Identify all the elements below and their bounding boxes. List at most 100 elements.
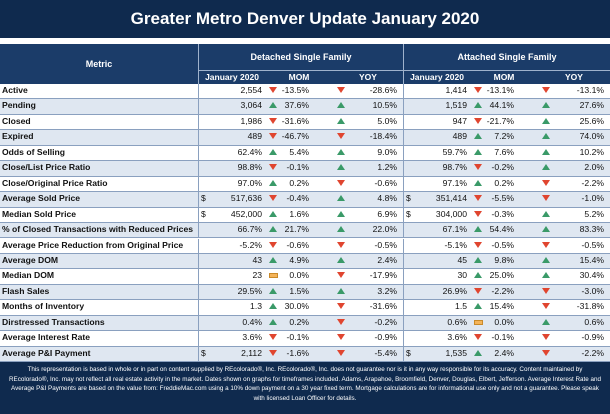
metric-column-header: Metric xyxy=(85,59,113,69)
column-divider xyxy=(403,161,404,177)
detached-currency: $ xyxy=(201,347,206,358)
attached-value: 26.9% xyxy=(442,285,467,296)
detached-yoy: 5.0% xyxy=(377,115,397,126)
trend-down-icon xyxy=(542,287,550,294)
trend-down-icon xyxy=(474,87,482,93)
attached-yoy: -0.5% xyxy=(581,239,604,250)
attached-yoy: -13.1% xyxy=(576,85,604,95)
detached-value: 2,112 xyxy=(241,347,262,358)
attached-yoy: -31.8% xyxy=(576,301,604,312)
trend-up-icon xyxy=(542,256,550,263)
disclaimer-footer: This representation is based in whole or… xyxy=(0,362,610,414)
attached-value: 3.6% xyxy=(447,332,467,343)
detached-mom: 0.2% xyxy=(289,316,309,327)
detached-group-header: Detached Single Family xyxy=(250,52,352,62)
detached-yoy: -0.6% xyxy=(374,177,397,188)
table-row: Average DOM 43 4.9% 2.4% 45 9.8% 15.4% xyxy=(0,253,610,270)
column-divider xyxy=(198,223,199,239)
attached-value: 97.1% xyxy=(442,177,467,188)
metric-label: Median Sold Price xyxy=(2,208,77,219)
column-divider xyxy=(403,145,404,162)
column-divider xyxy=(198,315,199,332)
attached-yoy: 0.6% xyxy=(584,316,604,327)
detached-yoy: -31.6% xyxy=(369,301,397,312)
attached-mom: -21.7% xyxy=(486,115,514,126)
trend-up-icon xyxy=(269,256,277,263)
attached-yoy: 74.0% xyxy=(579,131,604,142)
table-row: Expired 489 -46.7% -18.4% 489 7.2% 74.0% xyxy=(0,130,610,146)
detached-yoy: 3.2% xyxy=(377,285,397,296)
trend-down-icon xyxy=(337,334,345,341)
attached-value: 1,519 xyxy=(445,100,467,111)
column-divider xyxy=(198,238,199,254)
column-divider xyxy=(198,161,199,177)
column-divider xyxy=(403,176,404,193)
trend-down-icon xyxy=(337,241,345,248)
column-divider xyxy=(403,331,404,347)
column-divider xyxy=(403,44,404,84)
detached-value: 0.4% xyxy=(242,316,262,327)
detached-mom: 0.0% xyxy=(289,270,309,281)
attached-yoy: 27.6% xyxy=(579,100,604,111)
attached-mom: 44.1% xyxy=(489,100,514,111)
metric-label: Active xyxy=(2,85,28,95)
column-divider xyxy=(403,130,404,146)
attached-month-header: January 2020 xyxy=(410,72,464,82)
trend-down-icon xyxy=(269,87,277,93)
attached-yoy: -1.0% xyxy=(581,193,604,204)
trend-down-icon xyxy=(542,349,550,356)
detached-value: 3.6% xyxy=(242,332,262,343)
column-divider xyxy=(403,84,404,100)
table-row: Median Sold Price $452,000 1.6% 6.9% $304,00… xyxy=(0,207,610,224)
table-row: Close/List Price Ratio 98.8% -0.1% 1.2% 98.7… xyxy=(0,161,610,177)
attached-mom: 7.2% xyxy=(494,131,514,142)
attached-yoy: -2.2% xyxy=(581,347,604,358)
trend-up-icon xyxy=(542,164,550,171)
trend-flat-icon xyxy=(269,273,278,279)
attached-mom: 54.4% xyxy=(489,224,514,235)
detached-yoy: 6.9% xyxy=(377,208,397,219)
trend-down-icon xyxy=(474,334,482,341)
trend-down-icon xyxy=(474,195,482,202)
attached-currency: $ xyxy=(406,193,411,204)
trend-up-icon xyxy=(474,349,482,356)
detached-mom: 4.9% xyxy=(289,254,309,265)
trend-up-icon xyxy=(337,117,345,124)
attached-yoy: 10.2% xyxy=(579,146,604,157)
attached-mom: 0.2% xyxy=(494,177,514,188)
column-divider xyxy=(198,300,199,316)
detached-value: 2,554 xyxy=(240,85,262,95)
attached-mom: 15.4% xyxy=(489,301,514,312)
attached-value: 1,535 xyxy=(445,347,467,358)
detached-currency: $ xyxy=(201,208,206,219)
detached-yoy: 4.8% xyxy=(377,193,397,204)
trend-up-icon xyxy=(337,102,345,109)
trend-up-icon xyxy=(269,287,277,294)
column-divider xyxy=(403,300,404,316)
attached-mom: 9.8% xyxy=(494,254,514,265)
trend-up-icon xyxy=(474,179,482,186)
column-divider xyxy=(403,207,404,224)
trend-up-icon xyxy=(337,256,345,263)
header-divider xyxy=(199,70,610,71)
detached-mom: -46.7% xyxy=(281,131,309,142)
trend-up-icon xyxy=(337,287,345,294)
column-divider xyxy=(198,269,199,285)
table-row: Close/Original Price Ratio 97.0% 0.2% -0.6%… xyxy=(0,176,610,193)
column-divider xyxy=(403,315,404,332)
attached-value: 98.7% xyxy=(442,162,467,173)
detached-mom: -13.5% xyxy=(281,85,309,95)
detached-value: 29.5% xyxy=(237,285,262,296)
detached-yoy: 22.0% xyxy=(372,224,397,235)
metric-label: Average Price Reduction from Original Pr… xyxy=(2,239,184,250)
detached-mom: 1.5% xyxy=(289,285,309,296)
detached-yoy: 10.5% xyxy=(372,100,397,111)
detached-yoy: -28.6% xyxy=(369,85,397,95)
trend-down-icon xyxy=(474,164,482,171)
detached-yoy: -18.4% xyxy=(369,131,397,142)
table-row: Dirstressed Transactions 0.4% 0.2% -0.2% 0.6… xyxy=(0,315,610,332)
attached-mom: -0.3% xyxy=(491,208,514,219)
trend-down-icon xyxy=(542,241,550,248)
table-row: Average Sold Price $517,636 -0.4% 4.8% $351,… xyxy=(0,192,610,208)
column-divider xyxy=(403,253,404,270)
